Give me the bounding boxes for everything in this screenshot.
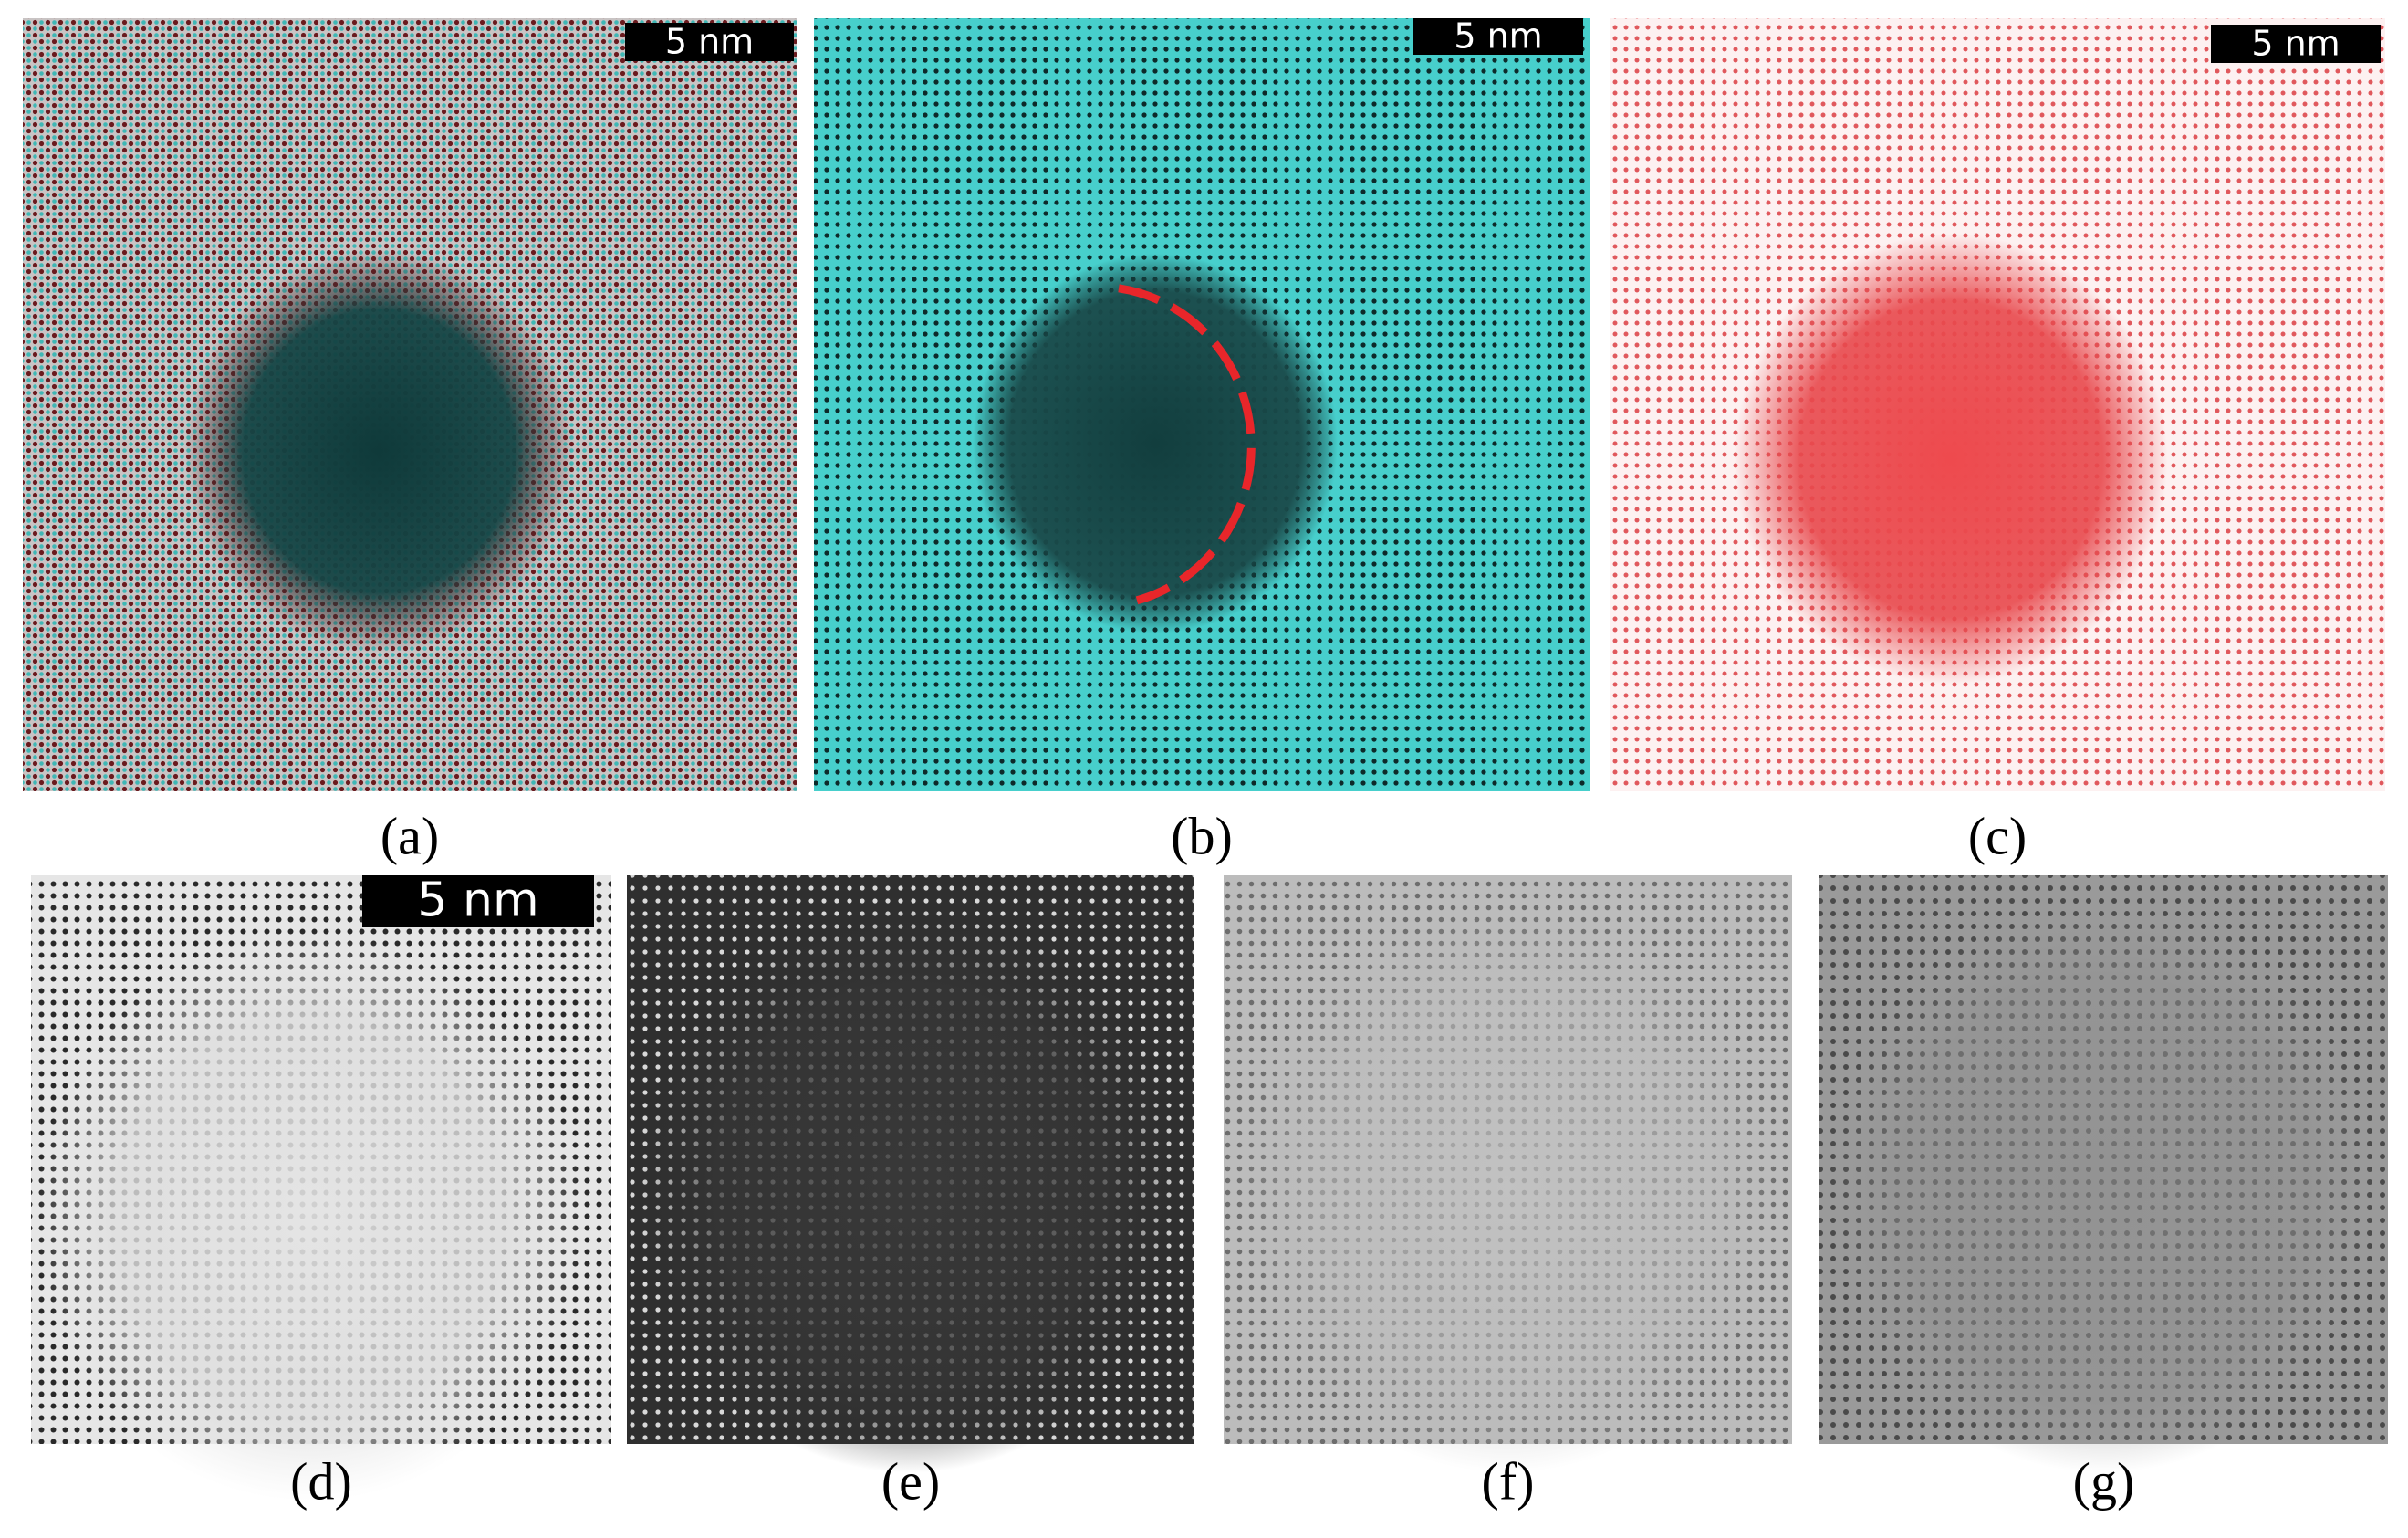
scale-bar bbox=[1413, 18, 1583, 55]
scale-bar bbox=[2211, 25, 2381, 63]
panel-label: (c) bbox=[1968, 806, 2027, 865]
scale-bar-label: 5 nm bbox=[417, 874, 538, 928]
particle bbox=[1234, 903, 1782, 1473]
scale-bar bbox=[362, 875, 594, 927]
scale-bar-label: 5 nm bbox=[2251, 24, 2340, 64]
boundary-arc bbox=[1118, 284, 1256, 605]
image-panel: 5 nm (b) bbox=[814, 16, 1590, 865]
image-panel: 5 nm (a) bbox=[23, 18, 797, 865]
scale-bar-label: 5 nm bbox=[1454, 16, 1542, 57]
image-panel: (f) bbox=[1224, 875, 1792, 1511]
particle bbox=[637, 903, 1184, 1473]
panel-label: (e) bbox=[881, 1451, 940, 1511]
particle bbox=[973, 253, 1338, 633]
particle bbox=[1734, 233, 2168, 685]
image-panel: 5 nm (d) bbox=[31, 874, 611, 1511]
image-panel: (e) bbox=[627, 875, 1194, 1511]
particle bbox=[184, 249, 573, 654]
particle bbox=[1829, 903, 2378, 1473]
panel-label: (d) bbox=[290, 1451, 352, 1511]
panel-label: (g) bbox=[2073, 1451, 2135, 1511]
panel-label: (b) bbox=[1171, 806, 1233, 865]
image-panel: 5 nm (c) bbox=[1610, 18, 2385, 865]
panel-label: (a) bbox=[380, 806, 439, 865]
particle bbox=[36, 931, 584, 1501]
panel-label: (f) bbox=[1482, 1451, 1535, 1511]
scale-bar bbox=[625, 23, 794, 61]
scale-bar-label: 5 nm bbox=[665, 22, 754, 62]
image-panel: (g) bbox=[1819, 875, 2388, 1511]
